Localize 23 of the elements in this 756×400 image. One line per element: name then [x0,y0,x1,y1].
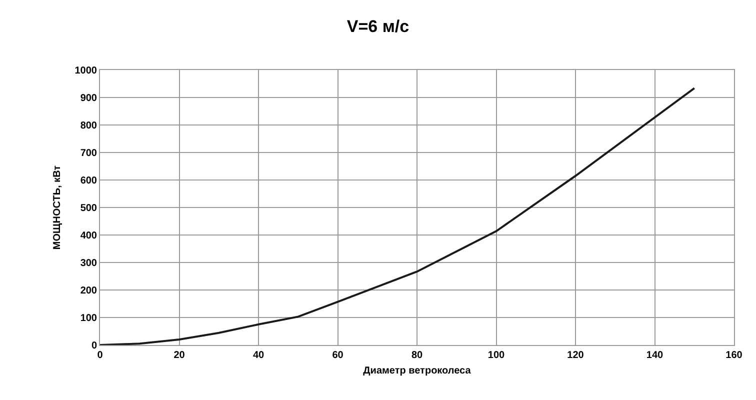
x-tick-label: 100 [488,350,506,361]
x-tick-label: 140 [646,350,664,361]
y-tick-label: 500 [80,203,98,214]
y-tick-label: 800 [80,120,98,132]
y-tick-label: 900 [80,93,98,104]
x-tick-label: 160 [726,350,743,361]
chart-title: V=6 м/с [346,16,410,36]
y-tick-label: 600 [80,176,98,186]
y-axis-title: МОЩНОСТЬ, кВт [52,165,63,250]
y-tick-label: 1000 [74,66,98,76]
y-tick-label: 100 [80,313,98,324]
x-tick-label: 60 [332,350,344,361]
y-tick-label: 400 [80,230,98,242]
x-tick-label: 20 [174,350,186,361]
y-tick-label: 0 [91,340,98,352]
x-tick-label: 80 [411,350,423,361]
line-series [100,87,696,345]
x-axis-title: Диаметр ветроколеса [363,366,472,376]
y-tick-label: 300 [80,258,98,269]
x-tick-label: 120 [567,350,584,361]
y-tick-label: 700 [80,148,98,159]
x-tick-label: 40 [252,350,264,361]
y-tick-label: 200 [80,286,98,296]
